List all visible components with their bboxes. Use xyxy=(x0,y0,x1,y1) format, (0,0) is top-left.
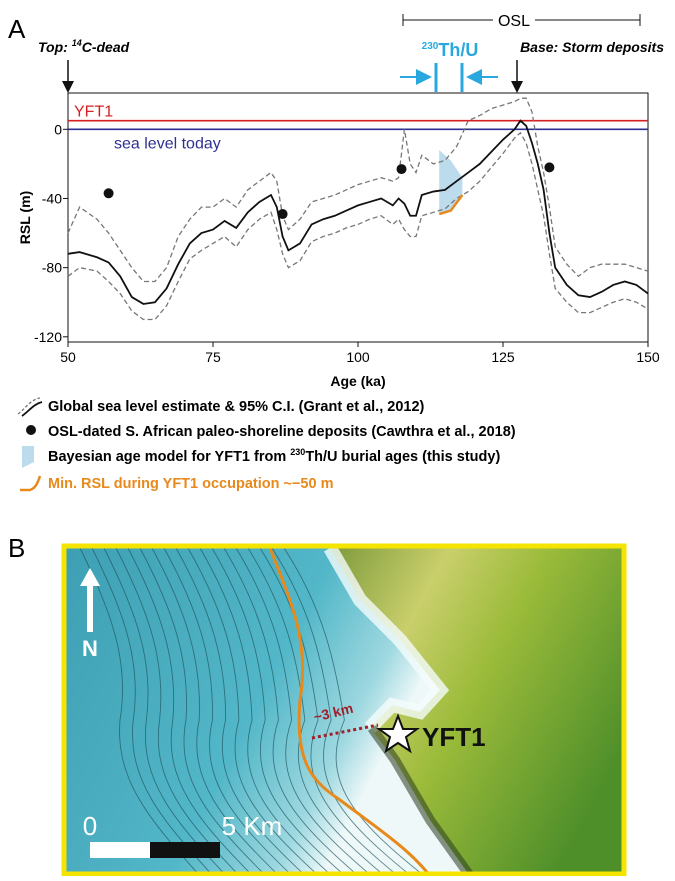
legend-label: Global sea level estimate & 95% C.I. (Gr… xyxy=(48,399,425,415)
legend-label: Bayesian age model for YFT1 from 230Th/U… xyxy=(48,447,500,465)
annotation-part: C-dead xyxy=(82,39,130,55)
y-tick-label: 0 xyxy=(54,121,62,137)
ci-lower xyxy=(68,133,648,320)
legend-line xyxy=(22,402,42,416)
legend-point xyxy=(26,425,36,435)
plot: 0 -40 -80 -120 50 75 100 125 150 Age (ka) RSL (m) Y… xyxy=(17,10,664,389)
scale-end: 5 Km xyxy=(222,811,283,841)
x-tick-label: 75 xyxy=(205,349,221,365)
scale-start: 0 xyxy=(83,811,97,841)
annotation-part: Top: xyxy=(38,39,72,55)
legend-part: Bayesian age model for YFT1 from xyxy=(48,449,290,465)
annotation-top: Top: 14C-dead xyxy=(38,38,130,55)
annotation-osl: OSL xyxy=(498,13,530,30)
annotation-part: 230 xyxy=(422,41,439,52)
legend-ci xyxy=(18,398,40,414)
scale-bar-black xyxy=(150,842,220,858)
x-tick-label: 50 xyxy=(60,349,76,365)
x-tick-label: 125 xyxy=(491,349,515,365)
reference-label: sea level today xyxy=(114,135,221,152)
reference-label: YFT1 xyxy=(74,104,113,121)
ci-upper xyxy=(68,98,648,281)
osl-point xyxy=(544,162,554,172)
legend-label: Min. RSL during YFT1 occupation ~−50 m xyxy=(48,476,333,492)
y-axis-title: RSL (m) xyxy=(17,191,33,244)
panel-label: A xyxy=(8,14,26,44)
x-tick-label: 150 xyxy=(636,349,660,365)
plot-frame xyxy=(68,93,648,342)
legend-label: OSL-dated S. African paleo-shoreline dep… xyxy=(48,424,516,440)
osl-point xyxy=(278,209,288,219)
site-label: YFT1 xyxy=(422,722,486,752)
legend-band xyxy=(22,446,34,468)
annotation-base: Base: Storm deposits xyxy=(520,39,664,55)
x-axis-title: Age (ka) xyxy=(330,373,385,389)
scale-bar-white xyxy=(90,842,150,858)
legend-part: Th/U burial ages (this study) xyxy=(305,449,500,465)
north-label: N xyxy=(82,636,98,661)
legend-min-rsl xyxy=(20,476,40,490)
y-tick-label: -120 xyxy=(34,329,62,345)
osl-point xyxy=(397,164,407,174)
legend-part: 230 xyxy=(290,447,305,457)
figure: A B 0 -40 -80 -120 50 75 100 125 150 Age (ka) RSL … xyxy=(0,0,675,876)
osl-point xyxy=(104,188,114,198)
y-tick-label: -40 xyxy=(42,190,62,206)
map: ~3 km YFT1 N 0 5 Km xyxy=(64,546,625,876)
page: A B 0 -40 -80 -120 50 75 100 125 150 Age (ka) RSL … xyxy=(0,0,675,881)
x-tick-label: 100 xyxy=(346,349,370,365)
legend: Global sea level estimate & 95% C.I. (Gr… xyxy=(18,398,516,492)
annotation-thu: 230Th/U xyxy=(422,40,479,60)
annotation-part: 14 xyxy=(72,38,82,48)
panel-label: B xyxy=(8,533,25,563)
bayesian-band xyxy=(439,150,462,214)
annotation-part: Th/U xyxy=(438,40,478,60)
y-tick-label: -80 xyxy=(42,260,62,276)
